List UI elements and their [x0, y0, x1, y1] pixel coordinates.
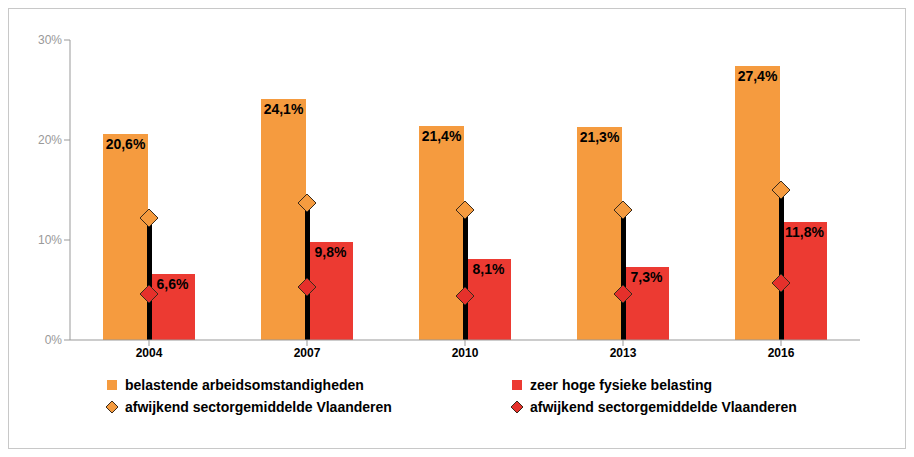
- svg-text:9,8%: 9,8%: [315, 244, 347, 260]
- svg-text:11,8%: 11,8%: [785, 224, 824, 240]
- svg-text:6,6%: 6,6%: [157, 276, 189, 292]
- svg-text:2007: 2007: [294, 346, 321, 360]
- svg-text:30%: 30%: [38, 33, 62, 47]
- svg-text:2010: 2010: [452, 346, 479, 360]
- svg-text:21,4%: 21,4%: [422, 128, 462, 144]
- svg-text:2013: 2013: [610, 346, 637, 360]
- svg-text:10%: 10%: [38, 233, 62, 247]
- svg-text:21,3%: 21,3%: [580, 129, 620, 145]
- svg-text:7,3%: 7,3%: [631, 269, 663, 285]
- svg-text:2016: 2016: [768, 346, 795, 360]
- html-text:afwijkend sectorgemiddelde Vla: afwijkend sectorgemiddelde Vlaanderen: [125, 399, 392, 415]
- svg-text:0%: 0%: [45, 333, 63, 347]
- svg-text:8,1%: 8,1%: [473, 261, 505, 277]
- svg-text:20%: 20%: [38, 133, 62, 147]
- html-text:zeer hoge fysieke belasting: zeer hoge fysieke belasting: [530, 377, 713, 393]
- svg-text:20,6%: 20,6%: [106, 136, 146, 152]
- svg-text:24,1%: 24,1%: [264, 101, 304, 117]
- svg-text:27,4%: 27,4%: [738, 68, 778, 84]
- svg-text:2004: 2004: [136, 346, 163, 360]
- html-text:belastende arbeidsomstandighed: belastende arbeidsomstandigheden: [125, 377, 364, 393]
- html-text:afwijkend sectorgemiddelde Vla: afwijkend sectorgemiddelde Vlaanderen: [530, 399, 797, 415]
